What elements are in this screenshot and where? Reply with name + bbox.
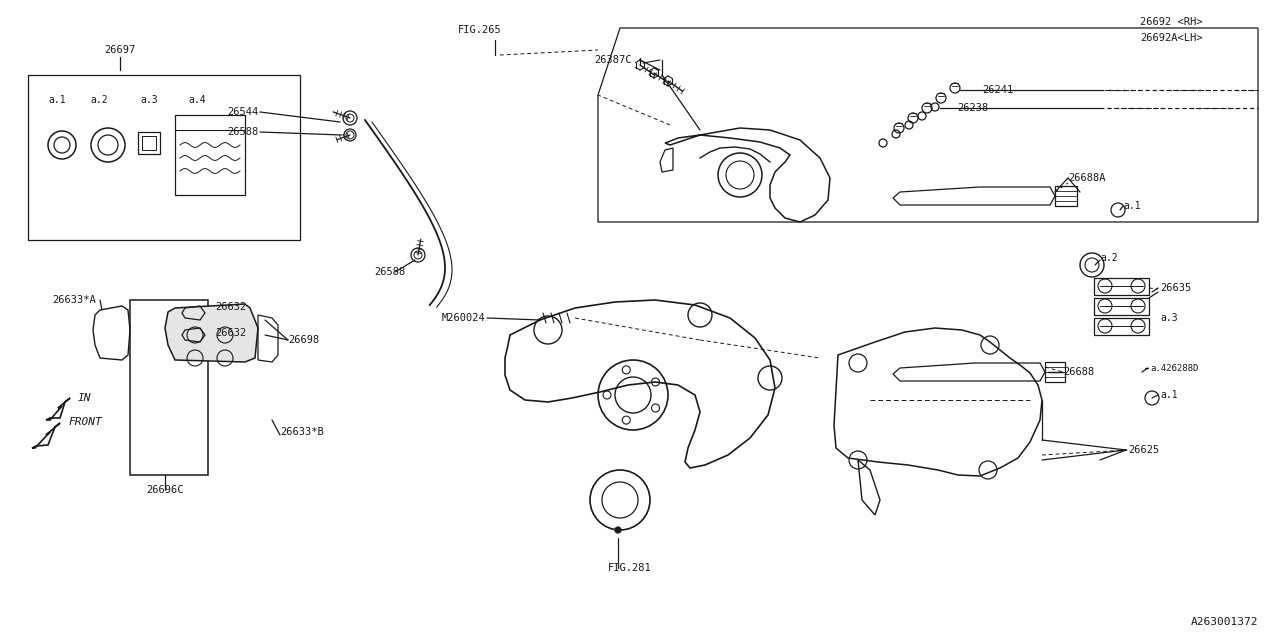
Text: 26688: 26688	[1062, 367, 1094, 377]
Text: FIG.265: FIG.265	[458, 25, 502, 35]
Text: 26633*A: 26633*A	[52, 295, 96, 305]
Text: A263001372: A263001372	[1190, 617, 1258, 627]
Text: a.1: a.1	[49, 95, 65, 105]
Text: a.2: a.2	[90, 95, 108, 105]
Text: 26238: 26238	[957, 103, 988, 113]
Text: 26387C: 26387C	[594, 55, 631, 65]
Text: 26632: 26632	[215, 302, 246, 312]
Polygon shape	[165, 304, 259, 362]
Text: 26688A: 26688A	[1068, 173, 1106, 183]
Text: M260024: M260024	[442, 313, 485, 323]
Text: 26635: 26635	[1160, 283, 1192, 293]
Bar	[1094, 298, 1149, 315]
Text: 26632: 26632	[215, 328, 246, 338]
Bar	[175, 115, 244, 195]
Text: 26697: 26697	[105, 45, 136, 55]
Bar	[28, 75, 300, 240]
Circle shape	[614, 527, 621, 533]
Text: a.2: a.2	[1100, 253, 1117, 263]
Text: 26588: 26588	[227, 127, 259, 137]
Text: 26588: 26588	[374, 267, 406, 277]
Text: FIG.281: FIG.281	[608, 563, 652, 573]
Polygon shape	[46, 398, 70, 420]
Text: 26692 <RH>: 26692 <RH>	[1140, 17, 1202, 27]
Bar	[131, 300, 209, 475]
Bar	[142, 136, 156, 150]
Text: a.1: a.1	[1160, 390, 1178, 400]
Bar	[1094, 318, 1149, 335]
Text: a.4: a.4	[188, 95, 206, 105]
Text: 26241: 26241	[982, 85, 1014, 95]
Text: a.1: a.1	[1123, 201, 1140, 211]
Text: 26625: 26625	[1128, 445, 1160, 455]
Bar	[138, 132, 160, 154]
Text: IN: IN	[78, 393, 91, 403]
Polygon shape	[32, 423, 60, 448]
Text: FRONT: FRONT	[68, 417, 101, 427]
Text: 26692A<LH>: 26692A<LH>	[1140, 33, 1202, 43]
Text: 26633*B: 26633*B	[280, 427, 324, 437]
Text: a.3: a.3	[140, 95, 157, 105]
Text: a.426288D: a.426288D	[1149, 364, 1198, 372]
Text: 26698: 26698	[288, 335, 319, 345]
Text: 26544: 26544	[227, 107, 259, 117]
Text: 26696C: 26696C	[146, 485, 184, 495]
Bar	[1094, 278, 1149, 295]
Text: a.3: a.3	[1160, 313, 1178, 323]
